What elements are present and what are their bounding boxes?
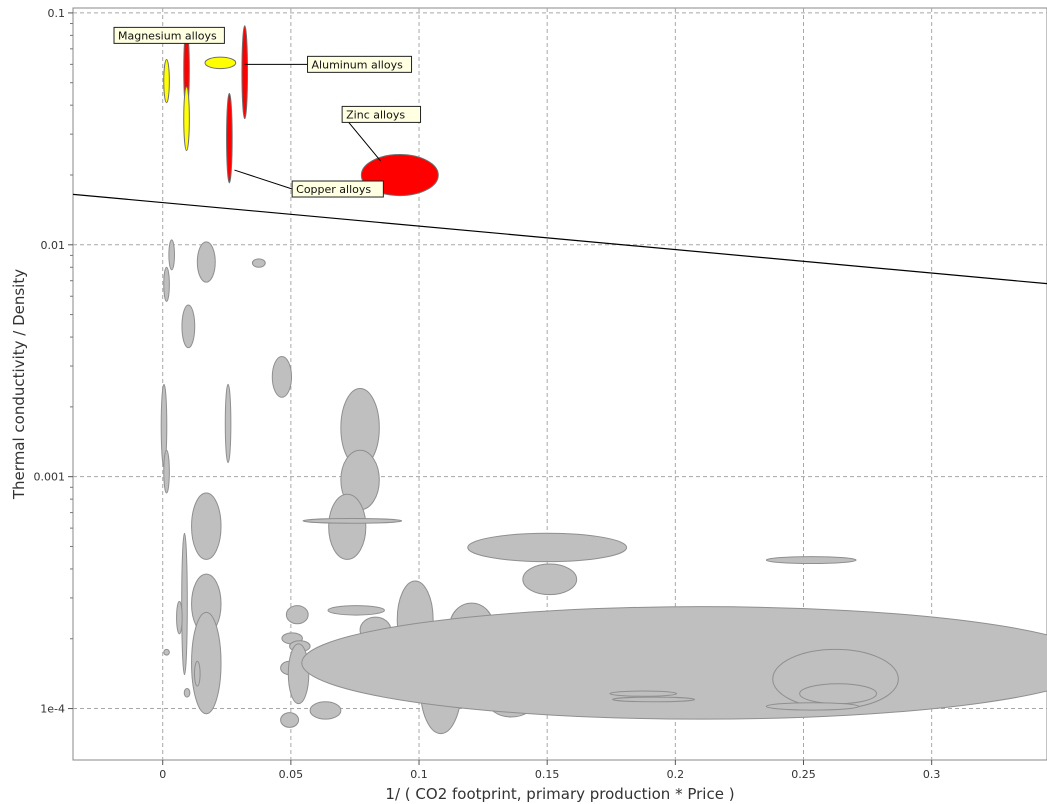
x-tick-label: 0.15 [535, 768, 560, 781]
x-tick-label: 0.05 [279, 768, 304, 781]
gray-ellipse [163, 449, 170, 494]
gray-ellipse [522, 563, 578, 596]
gray-ellipse [467, 532, 628, 563]
gray-ellipse [302, 518, 403, 524]
x-tick-label: 0.2 [667, 768, 685, 781]
gray-ellipse [612, 696, 696, 703]
gray-ellipse [224, 383, 232, 464]
gray-ellipse [309, 701, 342, 720]
annotation-box [113, 26, 225, 44]
gray-ellipse [181, 304, 196, 349]
gray-ellipse [183, 688, 191, 698]
annotation-leader [234, 169, 293, 190]
yellow-ellipse [204, 56, 237, 70]
gray-ellipse [799, 683, 878, 705]
annotation-label: Magnesium alloys [118, 29, 217, 42]
x-tick-label: 0 [159, 768, 166, 781]
gray-ellipse [194, 660, 201, 687]
x-tick-label: 0.25 [791, 768, 816, 781]
guideline [73, 193, 1047, 285]
x-tick-label: 0.3 [923, 768, 941, 781]
gray-ellipse [191, 492, 222, 560]
gray-ellipse [191, 611, 222, 715]
gray-ellipse [251, 258, 266, 268]
annotation-box [291, 180, 384, 198]
gray-ellipse [765, 556, 857, 565]
x-axis-title: 1/ ( CO2 footprint, primary production *… [385, 785, 734, 803]
yellow-ellipse [163, 58, 170, 104]
gray-ellipse [301, 606, 1047, 720]
gray-ellipse [168, 239, 175, 271]
annotation-group: Magnesium alloys Aluminum alloys Zinc allo… [113, 26, 422, 198]
gray-ellipse [609, 690, 678, 697]
x-tick-label: 0.1 [410, 768, 428, 781]
y-tick-label: 0.01 [41, 239, 66, 252]
gray-ellipse [280, 712, 300, 728]
gray-ellipse [287, 643, 310, 705]
y-tick-label: 1e-4 [40, 703, 65, 716]
gray-ellipse [271, 355, 293, 398]
axis-layer: 0 0.05 0.1 0.15 0.2 0.25 0.3 1e-4 0.001 0.01 0.1 [34, 7, 941, 781]
guideline-group [73, 193, 1047, 285]
gray-ellipse [176, 600, 183, 635]
gray-ellipse [163, 266, 170, 302]
gray-ellipse [327, 605, 385, 616]
gray-ellipse [163, 648, 170, 656]
y-tick-label: 0.001 [34, 471, 66, 484]
gray-ellipse [196, 241, 216, 283]
gray-ellipse [328, 493, 367, 560]
gray-ellipse [285, 605, 309, 625]
gray-ellipse-group [160, 239, 1047, 735]
gray-ellipse [181, 532, 188, 676]
annotation-box [341, 105, 422, 123]
annotation-label: Zinc alloys [346, 108, 405, 121]
annotation-label: Aluminum alloys [312, 58, 404, 71]
red-ellipse [241, 25, 249, 120]
annotation-box [307, 55, 413, 73]
gray-ellipse [765, 702, 860, 711]
annotation-label: Copper alloys [296, 183, 371, 196]
y-tick-label: 0.1 [48, 7, 66, 20]
red-ellipse [226, 92, 233, 184]
yellow-ellipse [183, 86, 190, 152]
y-axis-title: Thermal conductivity / Density [10, 269, 28, 500]
